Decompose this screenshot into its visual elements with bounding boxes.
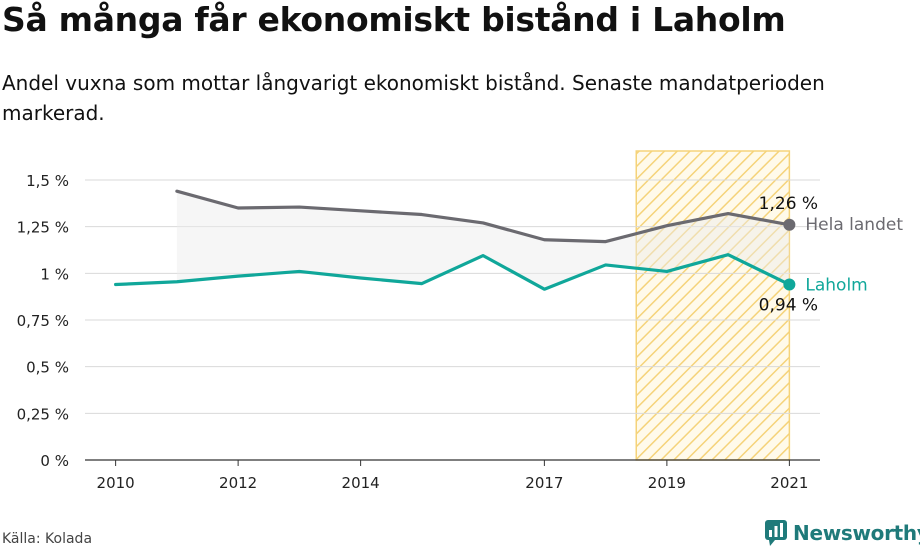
series-label-laholm: Laholm [805, 276, 867, 296]
y-tick-label: 1,5 % [26, 172, 69, 190]
source-note: Källa: Kolada [2, 531, 93, 547]
y-tick-label: 0,5 % [26, 359, 69, 377]
x-tick-label: 2017 [525, 474, 563, 492]
y-tick-label: 1 % [40, 265, 69, 283]
x-tick-label: 2019 [648, 474, 686, 492]
y-tick-label: 0,25 % [17, 405, 69, 423]
value-label-laholm: 0,94 % [759, 296, 818, 316]
y-tick-label: 0 % [40, 452, 69, 470]
brand-name: Newsworthy [793, 521, 920, 545]
x-tick-label: 2021 [770, 474, 808, 492]
highlight-period [635, 150, 791, 461]
brand-logo: Newsworthy [765, 520, 920, 546]
value-label-hela-landet: 1,26 % [759, 194, 818, 214]
x-tick-label: 2014 [342, 474, 380, 492]
chart-subtitle: Andel vuxna som mottar långvarigt ekonom… [2, 71, 825, 125]
chart-title: Så många får ekonomiskt bistånd i Laholm [2, 0, 786, 39]
chat-chart-icon [765, 520, 787, 546]
series-line-laholm [114, 253, 791, 291]
series-line-hela-landet [175, 189, 791, 244]
end-point-marker [783, 278, 796, 291]
x-tick-label: 2010 [97, 474, 135, 492]
y-tick-label: 0,75 % [17, 312, 69, 330]
y-tick-label: 1,25 % [17, 219, 69, 237]
x-tick-label: 2012 [219, 474, 257, 492]
gap-band [176, 191, 790, 290]
end-point-marker [783, 218, 796, 231]
series-label-hela-landet: Hela landet [805, 215, 903, 235]
